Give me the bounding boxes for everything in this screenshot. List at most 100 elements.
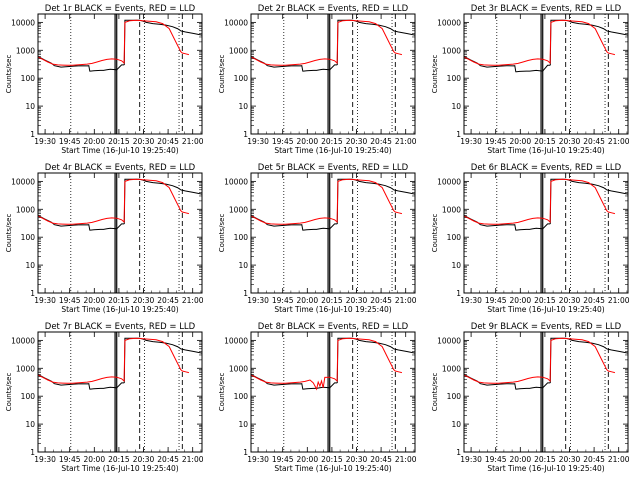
- y-tick-label: 100: [447, 233, 462, 242]
- y-tick-label: 1: [30, 130, 35, 139]
- y-tick-label: 100: [21, 392, 36, 401]
- x-axis-label: Start Time (16-Jul-10 19:25:40): [274, 464, 391, 473]
- y-axis-label: Counts/sec: [431, 55, 439, 94]
- y-axis-label: Counts/sec: [218, 373, 226, 412]
- x-tick-label: 19:30: [247, 137, 269, 146]
- y-tick-label: 100: [234, 392, 249, 401]
- y-tick-label: 1000: [16, 205, 35, 214]
- y-tick-label: 100: [447, 74, 462, 83]
- x-tick-label: 19:30: [247, 296, 269, 305]
- y-tick-label: 1000: [229, 364, 248, 373]
- x-tick-label: 21:00: [395, 296, 417, 305]
- series-events: [251, 19, 415, 72]
- series-lld: [38, 337, 190, 384]
- x-tick-label: 21:00: [608, 137, 630, 146]
- plot-frame: [250, 13, 416, 135]
- y-tick-label: 1: [243, 130, 248, 139]
- x-tick-label: 20:15: [534, 137, 556, 146]
- x-axis-label: Start Time (16-Jul-10 19:25:40): [274, 146, 391, 155]
- x-axis-label: Start Time (16-Jul-10 19:25:40): [61, 146, 178, 155]
- x-tick-label: 20:15: [321, 296, 343, 305]
- y-tick-label: 10000: [437, 177, 461, 186]
- series-lld: [464, 19, 616, 66]
- x-tick-label: 19:45: [272, 455, 294, 464]
- plot-frame: [463, 331, 629, 453]
- plot-frame: [37, 172, 203, 294]
- panel-title: Det 4r BLACK = Events, RED = LLD: [45, 163, 196, 173]
- y-tick-label: 10: [451, 261, 461, 270]
- x-tick-label: 21:00: [395, 455, 417, 464]
- y-tick-label: 10: [238, 261, 248, 270]
- x-tick-label: 20:15: [534, 296, 556, 305]
- x-tick-label: 19:30: [34, 137, 56, 146]
- y-axis-label: Counts/sec: [5, 55, 13, 94]
- series-lld: [464, 337, 616, 384]
- y-tick-label: 10000: [437, 336, 461, 345]
- series-events: [464, 19, 628, 73]
- x-tick-label: 20:30: [346, 455, 368, 464]
- x-axis-label: Start Time (16-Jul-10 19:25:40): [61, 464, 178, 473]
- y-tick-label: 10000: [11, 336, 35, 345]
- x-tick-label: 20:00: [296, 137, 318, 146]
- x-tick-label: 20:15: [534, 455, 556, 464]
- x-tick-label: 19:30: [460, 455, 482, 464]
- y-tick-label: 1000: [16, 364, 35, 373]
- series-events: [464, 337, 628, 390]
- y-tick-label: 100: [21, 74, 36, 83]
- y-tick-label: 1: [456, 448, 461, 457]
- x-tick-label: 20:30: [346, 296, 368, 305]
- panel-title: Det 3r BLACK = Events, RED = LLD: [471, 4, 622, 14]
- y-tick-label: 1000: [442, 46, 461, 55]
- y-tick-label: 100: [447, 392, 462, 401]
- detector-panel-5: Det 5r BLACK = Events, RED = LLD Counts/s…: [218, 163, 417, 314]
- x-tick-label: 19:45: [485, 455, 507, 464]
- y-tick-label: 1000: [229, 46, 248, 55]
- y-tick-label: 10000: [11, 18, 35, 27]
- detector-panel-4: Det 4r BLACK = Events, RED = LLD Counts/s…: [5, 163, 204, 314]
- y-axis-label: Counts/sec: [431, 373, 439, 412]
- detector-panel-8: Det 8r BLACK = Events, RED = LLD Counts/s…: [218, 322, 417, 473]
- plot-area: [251, 173, 415, 293]
- panel-title: Det 7r BLACK = Events, RED = LLD: [45, 322, 196, 332]
- panel-title: Det 5r BLACK = Events, RED = LLD: [258, 163, 409, 173]
- x-axis-label: Start Time (16-Jul-10 19:25:40): [61, 305, 178, 314]
- series-lld: [464, 178, 616, 225]
- y-tick-label: 1: [456, 289, 461, 298]
- x-tick-label: 19:30: [34, 455, 56, 464]
- detector-panel-1: Det 1r BLACK = Events, RED = LLD Counts/s…: [5, 4, 204, 155]
- x-tick-label: 20:00: [509, 455, 531, 464]
- x-tick-label: 21:00: [608, 296, 630, 305]
- y-tick-label: 10000: [224, 18, 248, 27]
- series-events: [251, 337, 415, 390]
- series-events: [38, 178, 202, 231]
- y-tick-label: 100: [234, 233, 249, 242]
- x-tick-label: 19:45: [59, 296, 81, 305]
- x-tick-label: 20:00: [509, 137, 531, 146]
- y-axis-label: Counts/sec: [431, 214, 439, 253]
- x-tick-label: 20:30: [133, 296, 155, 305]
- plot-area: [38, 332, 202, 452]
- series-lld: [38, 19, 190, 66]
- x-tick-label: 20:45: [583, 137, 605, 146]
- y-tick-label: 1: [30, 289, 35, 298]
- x-axis-label: Start Time (16-Jul-10 19:25:40): [487, 464, 604, 473]
- x-tick-label: 19:45: [485, 137, 507, 146]
- x-tick-label: 19:30: [460, 137, 482, 146]
- plot-area: [464, 14, 628, 134]
- x-tick-label: 19:30: [247, 455, 269, 464]
- x-tick-label: 19:45: [59, 137, 81, 146]
- x-tick-label: 21:00: [608, 455, 630, 464]
- y-tick-label: 10000: [437, 18, 461, 27]
- panel-title: Det 1r BLACK = Events, RED = LLD: [45, 4, 196, 14]
- x-tick-label: 20:30: [559, 296, 581, 305]
- series-lld: [251, 178, 403, 225]
- plot-frame: [250, 172, 416, 294]
- detector-panel-9: Det 9r BLACK = Events, RED = LLD Counts/s…: [431, 322, 630, 473]
- x-tick-label: 20:00: [83, 137, 105, 146]
- x-tick-label: 20:30: [133, 455, 155, 464]
- plot-area: [38, 173, 202, 293]
- x-tick-label: 20:30: [559, 455, 581, 464]
- x-tick-label: 20:00: [509, 296, 531, 305]
- detector-panel-6: Det 6r BLACK = Events, RED = LLD Counts/s…: [431, 163, 630, 314]
